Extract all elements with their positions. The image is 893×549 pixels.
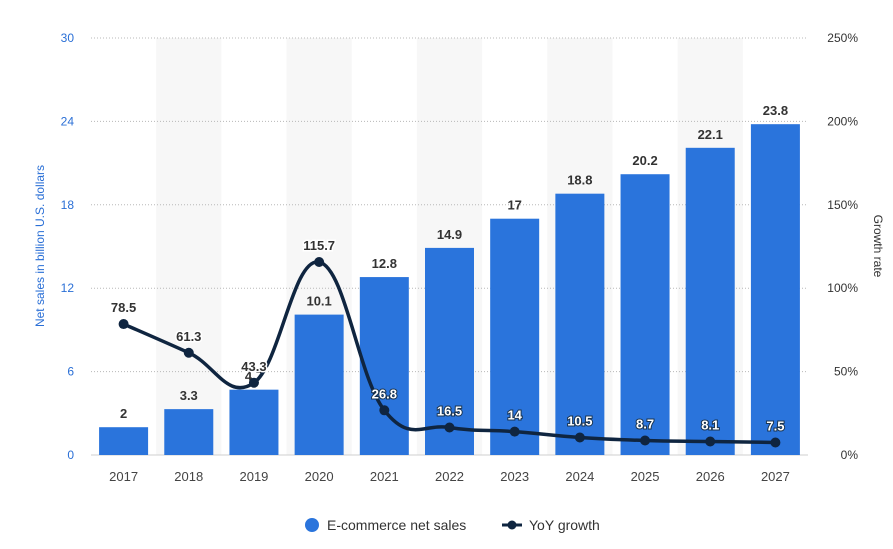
line-marker xyxy=(444,422,455,433)
legend-line-label: YoY growth xyxy=(529,517,600,533)
x-tick-label: 2018 xyxy=(174,469,203,484)
bar xyxy=(294,314,344,455)
y2-tick-label: 150% xyxy=(827,198,858,212)
line-value-label: 7.5 xyxy=(766,418,784,433)
bar xyxy=(750,124,800,456)
bar-value-label: 12.8 xyxy=(372,256,397,271)
bar-value-label: 2 xyxy=(120,406,127,421)
bar-value-label: 3.3 xyxy=(180,388,198,403)
y-tick-label: 18 xyxy=(61,198,75,212)
y-tick-label: 12 xyxy=(61,281,75,295)
legend-bar-label: E-commerce net sales xyxy=(327,517,466,533)
line-marker xyxy=(379,405,390,416)
column-band xyxy=(156,38,222,455)
x-tick-label: 2020 xyxy=(305,469,334,484)
bar-value-label: 18.8 xyxy=(567,173,592,188)
bar-value-label: 22.1 xyxy=(698,127,723,142)
line-marker xyxy=(183,347,194,358)
line-marker xyxy=(640,435,651,446)
bar xyxy=(425,247,474,455)
bar xyxy=(620,174,670,455)
line-value-label: 78.5 xyxy=(111,300,136,315)
line-value-label: 43.3 xyxy=(241,359,266,374)
y2-tick-label: 50% xyxy=(834,365,858,379)
y-tick-label: 0 xyxy=(67,448,74,462)
line-marker xyxy=(574,432,585,443)
bar-value-label: 10.1 xyxy=(306,294,331,309)
line-value-label: 8.7 xyxy=(636,416,654,431)
y2-tick-label: 200% xyxy=(827,114,858,128)
line-value-label: 10.5 xyxy=(567,413,592,428)
line-value-label: 26.8 xyxy=(372,386,397,401)
bar xyxy=(685,147,735,455)
y-axis-title: Net sales in billion U.S. dollars xyxy=(33,165,47,327)
x-tick-label: 2025 xyxy=(631,469,660,484)
line-value-label: 14 xyxy=(507,408,522,423)
x-tick-label: 2021 xyxy=(370,469,399,484)
y2-axis-title: Growth rate xyxy=(871,215,885,278)
bar xyxy=(99,427,149,455)
y-tick-label: 24 xyxy=(61,114,75,128)
x-tick-label: 2022 xyxy=(435,469,464,484)
bar-value-label: 20.2 xyxy=(632,153,657,168)
x-tick-label: 2024 xyxy=(565,469,594,484)
y-tick-label: 30 xyxy=(61,31,75,45)
line-marker xyxy=(314,257,325,268)
y-tick-label: 6 xyxy=(67,365,74,379)
line-value-label: 16.5 xyxy=(437,403,462,418)
x-tick-label: 2026 xyxy=(696,469,725,484)
yoy-growth-line xyxy=(122,260,776,445)
line-marker xyxy=(248,377,259,388)
y2-tick-label: 0% xyxy=(841,448,859,462)
bar xyxy=(490,218,540,455)
x-tick-label: 2017 xyxy=(109,469,138,484)
bar-value-label: 14.9 xyxy=(437,227,462,242)
line-marker xyxy=(770,437,781,448)
line-value-label: 61.3 xyxy=(176,329,201,344)
x-tick-label: 2019 xyxy=(239,469,268,484)
y2-tick-label: 100% xyxy=(827,281,858,295)
x-tick-label: 2023 xyxy=(500,469,529,484)
bar xyxy=(555,193,605,455)
line-value-label: 115.7 xyxy=(303,238,335,253)
legend-line-marker xyxy=(507,520,517,530)
bar-value-label: 23.8 xyxy=(763,103,788,118)
bar xyxy=(164,409,214,455)
bar xyxy=(229,389,279,455)
line-value-label: 8.1 xyxy=(701,417,719,432)
line-marker xyxy=(705,436,716,447)
bar xyxy=(359,277,409,455)
legend-bar-marker xyxy=(305,518,319,532)
x-tick-label: 2027 xyxy=(761,469,790,484)
y2-tick-label: 250% xyxy=(827,31,858,45)
line-marker xyxy=(509,426,520,437)
line-marker xyxy=(118,319,129,330)
bar-value-label: 17 xyxy=(507,198,521,213)
